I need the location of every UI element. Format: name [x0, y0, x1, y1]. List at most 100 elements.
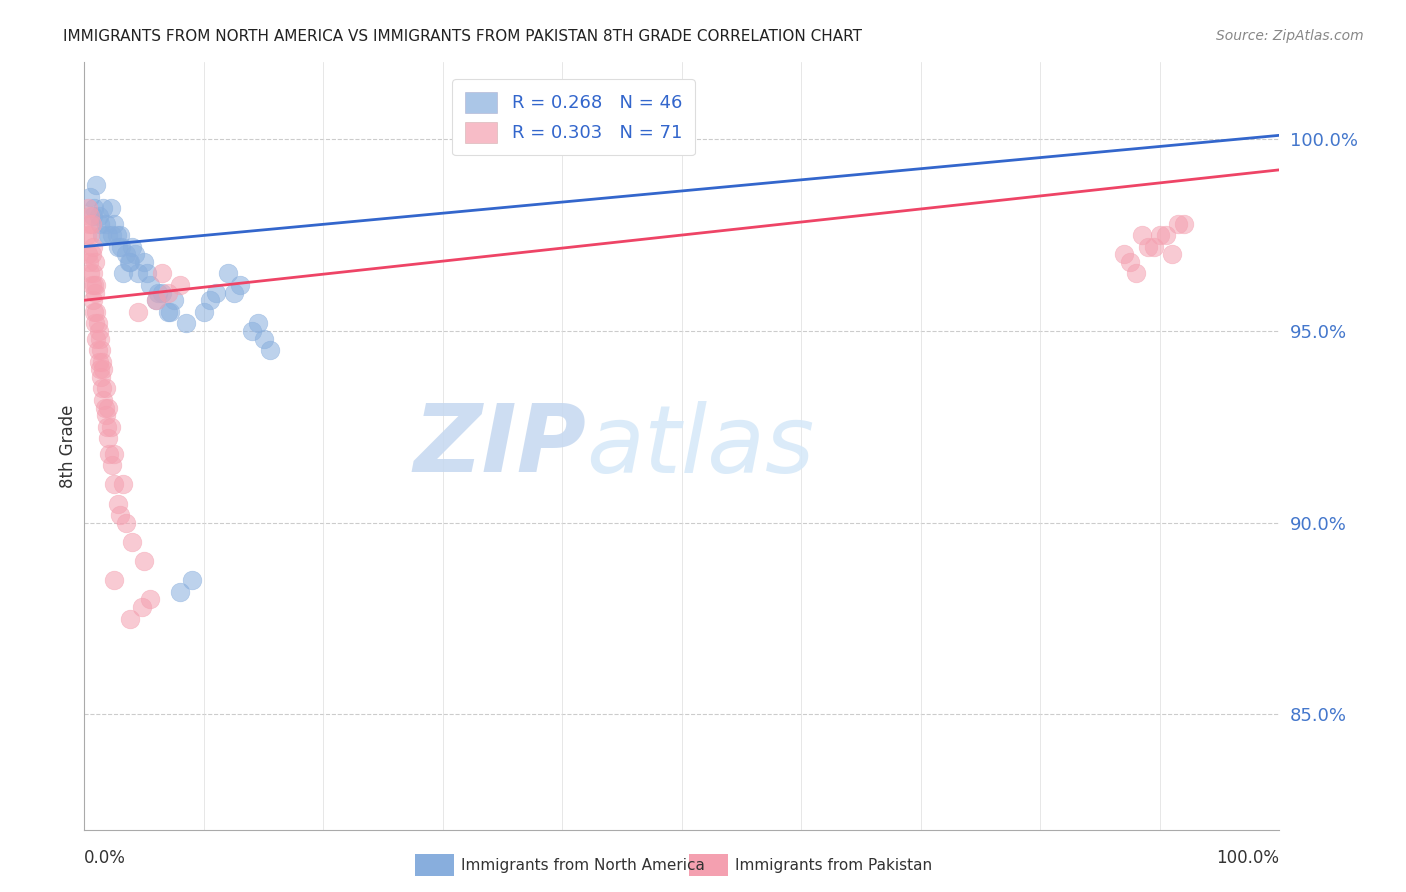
Point — [97, 227, 120, 242]
Point — [87, 324, 110, 338]
Point — [76, 227, 98, 242]
Point — [110, 508, 132, 522]
Point — [107, 239, 129, 253]
Point — [93, 362, 115, 376]
Point — [148, 285, 170, 300]
Text: IMMIGRANTS FROM NORTH AMERICA VS IMMIGRANTS FROM PAKISTAN 8TH GRADE CORRELATION : IMMIGRANTS FROM NORTH AMERICA VS IMMIGRA… — [63, 29, 862, 45]
Point — [181, 574, 204, 588]
Point — [1167, 217, 1189, 231]
Point — [86, 316, 108, 330]
Text: 0.0%: 0.0% — [84, 849, 127, 867]
Point — [83, 201, 105, 215]
Point — [98, 447, 121, 461]
Point — [115, 516, 138, 530]
Point — [145, 293, 167, 308]
Point — [100, 201, 122, 215]
Point — [90, 343, 112, 358]
Point — [103, 477, 125, 491]
Legend: R = 0.268   N = 46, R = 0.303   N = 71: R = 0.268 N = 46, R = 0.303 N = 71 — [451, 79, 695, 155]
Point — [89, 217, 111, 231]
Point — [132, 554, 156, 568]
Point — [93, 401, 115, 415]
Point — [205, 285, 228, 300]
Point — [103, 447, 125, 461]
Point — [82, 267, 104, 281]
Point — [80, 217, 103, 231]
Point — [101, 458, 124, 472]
Point — [103, 574, 125, 588]
Point — [79, 227, 101, 242]
Point — [82, 293, 104, 308]
Text: atlas: atlas — [586, 401, 814, 491]
Point — [79, 190, 101, 204]
Point — [96, 420, 118, 434]
Point — [145, 293, 167, 308]
Point — [1125, 267, 1147, 281]
Point — [118, 612, 141, 626]
Point — [82, 239, 104, 253]
Text: Immigrants from Pakistan: Immigrants from Pakistan — [735, 858, 932, 872]
Point — [110, 239, 132, 253]
Point — [86, 343, 108, 358]
Point — [1130, 227, 1153, 242]
Point — [150, 285, 173, 300]
Point — [86, 277, 108, 292]
Point — [157, 285, 180, 300]
Point — [150, 267, 173, 281]
Point — [118, 255, 141, 269]
Y-axis label: 8th Grade: 8th Grade — [59, 404, 77, 488]
Point — [77, 247, 100, 261]
Point — [100, 420, 122, 434]
Point — [93, 392, 115, 407]
Point — [94, 381, 117, 395]
Point — [105, 227, 128, 242]
Point — [229, 277, 252, 292]
Point — [1154, 227, 1177, 242]
Text: Immigrants from North America: Immigrants from North America — [461, 858, 704, 872]
Text: 100.0%: 100.0% — [1216, 849, 1279, 867]
Point — [94, 217, 117, 231]
Point — [169, 584, 191, 599]
Point — [111, 267, 134, 281]
Point — [91, 381, 114, 395]
Point — [139, 592, 162, 607]
Point — [82, 209, 104, 223]
Point — [110, 227, 132, 242]
Point — [139, 277, 162, 292]
Point — [83, 304, 105, 318]
Point — [79, 267, 101, 281]
Point — [1173, 217, 1195, 231]
Point — [97, 401, 120, 415]
Point — [79, 209, 101, 223]
Point — [131, 600, 153, 615]
Point — [217, 267, 239, 281]
Point — [121, 239, 143, 253]
Point — [121, 534, 143, 549]
Text: Source: ZipAtlas.com: Source: ZipAtlas.com — [1216, 29, 1364, 44]
Point — [115, 247, 138, 261]
Point — [80, 247, 103, 261]
Point — [89, 332, 111, 346]
Point — [163, 293, 186, 308]
Point — [77, 217, 100, 231]
Point — [159, 304, 181, 318]
Point — [240, 324, 263, 338]
Point — [198, 293, 221, 308]
Point — [86, 332, 108, 346]
Point — [97, 431, 120, 445]
Point — [1149, 227, 1171, 242]
Point — [86, 178, 108, 193]
Point — [77, 255, 100, 269]
Point — [87, 209, 110, 223]
Point — [253, 332, 276, 346]
Point — [90, 370, 112, 384]
Text: ZIP: ZIP — [413, 400, 586, 492]
Point — [107, 497, 129, 511]
Point — [193, 304, 215, 318]
Point — [174, 316, 197, 330]
Point — [84, 255, 107, 269]
Point — [91, 227, 114, 242]
Point — [124, 247, 146, 261]
Point — [246, 316, 269, 330]
Point — [127, 304, 149, 318]
